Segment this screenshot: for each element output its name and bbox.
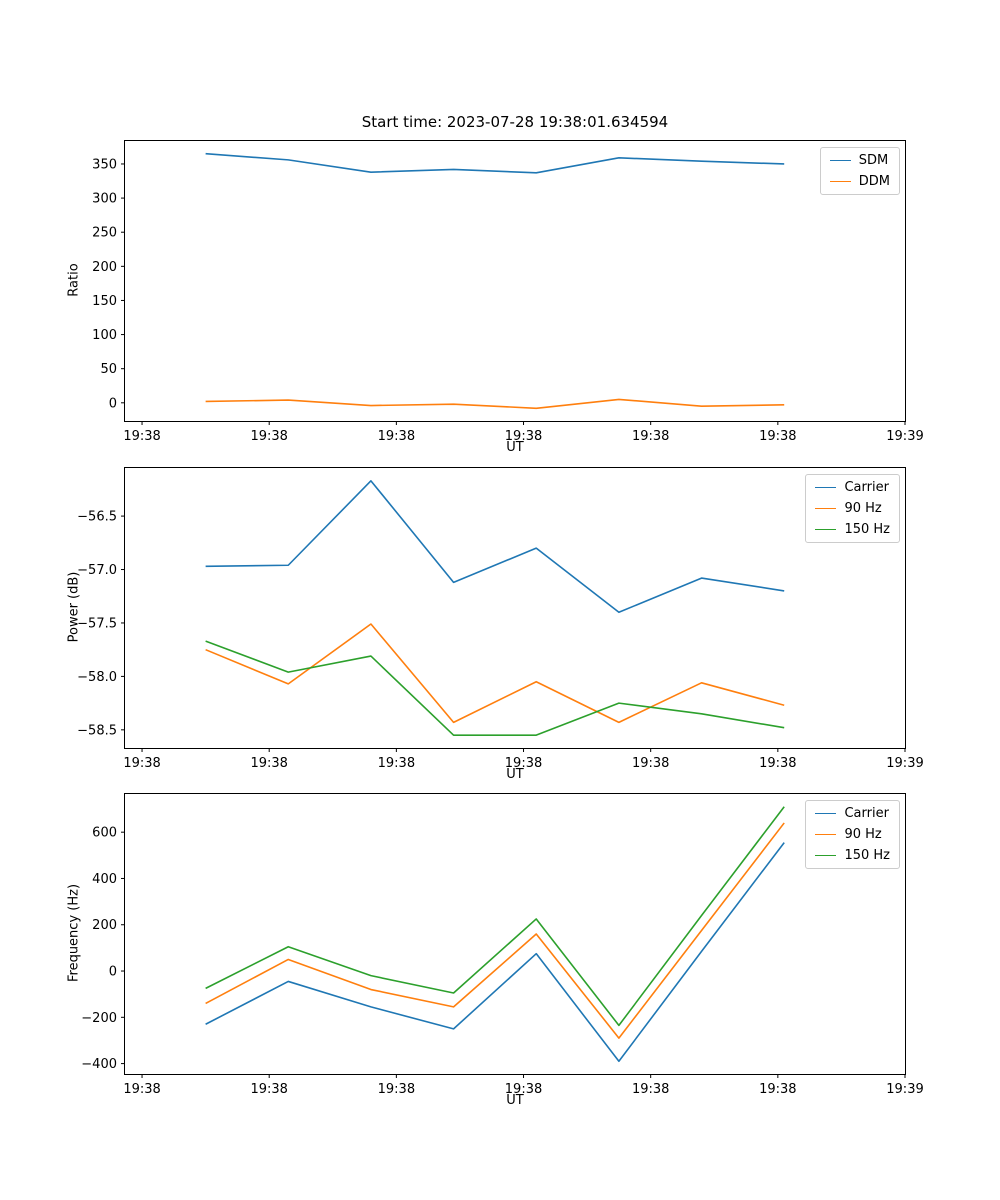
frequency-chart: Frequency (Hz) 19:38 19:38 19:38 19:38 19:38… [0,793,1000,1108]
x-tick-label: 19:38 [759,756,796,771]
legend-label: 90 Hz [844,827,882,842]
x-tick-label: 19:39 [886,1082,923,1097]
y-tick-label: 250 [92,226,117,241]
legend-label: 150 Hz [844,522,890,537]
frequency-y-axis-label: Frequency (Hz) [66,883,82,983]
x-tick-label: 19:38 [505,1082,542,1097]
legend-label: DDM [858,174,890,189]
y-tick-label: 600 [92,826,117,841]
ratio-y-axis-label: Ratio [66,263,82,297]
legend-label: SDM [858,153,889,168]
carrier-series-line [205,480,785,614]
x-tick-label: 19:38 [378,756,415,771]
legend-item: 90 Hz [815,501,890,516]
x-tick-label: 19:38 [378,429,415,444]
x-tick-label: 19:38 [632,756,669,771]
x-tick-label: 19:38 [759,429,796,444]
legend-line-sample [815,487,837,488]
x-tick-label: 19:39 [886,756,923,771]
150-hz-series-line [205,640,785,736]
legend-label: 150 Hz [844,848,890,863]
legend-label: Carrier [844,480,889,495]
x-tick-label: 19:38 [759,1082,796,1097]
y-tick-label: 100 [92,328,117,343]
y-tick-label: 350 [92,157,117,172]
legend-line-sample [815,529,837,530]
y-tick-label: −58.0 [77,670,117,685]
legend-line-sample [815,834,837,835]
y-tick-label: −56.5 [77,510,117,525]
x-tick-label: 19:38 [250,429,287,444]
legend-item: SDM [829,153,890,168]
power-plot-area: 19:38 19:38 19:38 19:38 19:38 19:38 19:39 −58.5… [77,467,924,771]
y-tick-label: −57.5 [77,616,117,631]
x-tick-label: 19:38 [632,1082,669,1097]
sdm-series-line [205,152,785,174]
y-tick-label: 200 [92,260,117,275]
x-tick-label: 19:38 [632,429,669,444]
frequency-x-axis-label: UT [506,1093,524,1108]
150-hz-series-line [205,806,785,1027]
power-legend: Carrier 90 Hz 150 Hz [805,474,900,543]
power-chart: Power (dB) 19:38 19:38 19:38 19:38 19:38 19:3… [0,467,1000,782]
y-tick-label: −200 [81,1011,117,1026]
legend-item: Carrier [815,480,890,495]
y-tick-label: 300 [92,192,117,207]
y-tick-label: 200 [92,918,117,933]
y-tick-label: −57.0 [77,563,117,578]
y-tick-label: 0 [109,396,117,411]
x-tick-label: 19:38 [123,1082,160,1097]
x-tick-label: 19:38 [123,756,160,771]
ratio-x-axis-label: UT [506,440,524,455]
legend-item: 150 Hz [815,522,890,537]
legend-line-sample [829,181,851,182]
legend-line-sample [815,508,837,509]
ratio-plot-area: 19:38 19:38 19:38 19:38 19:38 19:38 19:39 0 50 10… [92,140,924,444]
legend-item: 90 Hz [815,827,890,842]
x-tick-label: 19:38 [505,429,542,444]
carrier-series-line [205,842,785,1063]
x-tick-label: 19:38 [250,1082,287,1097]
legend-line-sample [815,855,837,856]
y-tick-label: 400 [92,872,117,887]
chart-title: Start time: 2023-07-28 19:38:01.634594 [361,113,669,131]
legend-line-sample [815,813,837,814]
x-tick-label: 19:39 [886,429,923,444]
y-tick-label: 150 [92,294,117,309]
legend-item: DDM [829,174,890,189]
legend-label: Carrier [844,806,889,821]
frequency-plot-area: 19:38 19:38 19:38 19:38 19:38 19:38 19:39 −400 −… [81,793,924,1097]
y-tick-label: 50 [100,362,117,377]
ddm-series-line [205,398,785,410]
legend-item: Carrier [815,806,890,821]
power-y-axis-label: Power (dB) [66,571,82,643]
ratio-legend: SDM DDM [819,147,900,195]
power-x-axis-label: UT [506,767,524,782]
x-tick-label: 19:38 [123,429,160,444]
x-tick-label: 19:38 [250,756,287,771]
x-tick-label: 19:38 [505,756,542,771]
y-tick-label: −400 [81,1057,117,1072]
legend-label: 90 Hz [844,501,882,516]
legend-item: 150 Hz [815,848,890,863]
legend-line-sample [829,160,851,161]
y-tick-label: −58.5 [77,723,117,738]
frequency-legend: Carrier 90 Hz 150 Hz [805,800,900,869]
y-tick-label: 0 [109,965,117,980]
90-hz-series-line [205,822,785,1039]
90-hz-series-line [205,623,785,724]
x-tick-label: 19:38 [378,1082,415,1097]
ratio-chart: Start time: 2023-07-28 19:38:01.634594 R… [0,113,1000,455]
